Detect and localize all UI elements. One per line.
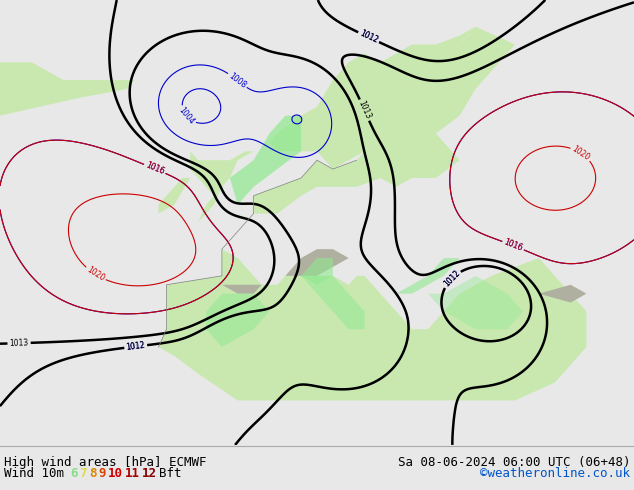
Text: 1016: 1016 [144, 161, 165, 177]
Text: 12: 12 [142, 467, 157, 481]
Polygon shape [396, 258, 460, 294]
Polygon shape [539, 285, 586, 302]
Polygon shape [158, 26, 586, 400]
Text: 1012: 1012 [442, 269, 462, 289]
Text: 1016: 1016 [503, 238, 524, 253]
Text: 1012: 1012 [126, 341, 146, 352]
Text: 10: 10 [108, 467, 123, 481]
Text: 11: 11 [125, 467, 140, 481]
Polygon shape [301, 258, 333, 285]
Text: 1016: 1016 [503, 238, 524, 253]
Polygon shape [206, 294, 269, 347]
Text: 1008: 1008 [227, 71, 248, 90]
Text: 1012: 1012 [358, 29, 379, 46]
Text: 7: 7 [79, 467, 87, 481]
Polygon shape [428, 276, 523, 329]
Text: 1020: 1020 [85, 266, 106, 283]
Text: 1012: 1012 [358, 29, 379, 46]
Text: 6: 6 [70, 467, 77, 481]
Text: 1012: 1012 [126, 341, 146, 352]
Text: 1012: 1012 [442, 269, 462, 289]
Polygon shape [269, 26, 476, 169]
Text: 1020: 1020 [571, 144, 592, 162]
Polygon shape [48, 80, 134, 98]
Text: Sa 08-06-2024 06:00 UTC (06+48): Sa 08-06-2024 06:00 UTC (06+48) [398, 456, 630, 469]
Polygon shape [158, 178, 190, 214]
Polygon shape [285, 249, 349, 276]
Text: Bft: Bft [159, 467, 181, 481]
Text: 1004: 1004 [177, 106, 196, 126]
Text: 1013: 1013 [356, 99, 373, 121]
Text: 9: 9 [98, 467, 106, 481]
Polygon shape [301, 276, 365, 329]
Text: High wind areas [hPa] ECMWF: High wind areas [hPa] ECMWF [4, 456, 207, 469]
Polygon shape [380, 45, 476, 133]
Text: 1016: 1016 [144, 161, 165, 177]
Text: ©weatheronline.co.uk: ©weatheronline.co.uk [480, 467, 630, 481]
Polygon shape [222, 285, 261, 294]
Polygon shape [190, 151, 254, 222]
Text: Wind 10m: Wind 10m [4, 467, 64, 481]
Text: 8: 8 [89, 467, 96, 481]
Polygon shape [230, 116, 301, 205]
Polygon shape [0, 62, 79, 116]
Text: 1013: 1013 [10, 339, 29, 348]
